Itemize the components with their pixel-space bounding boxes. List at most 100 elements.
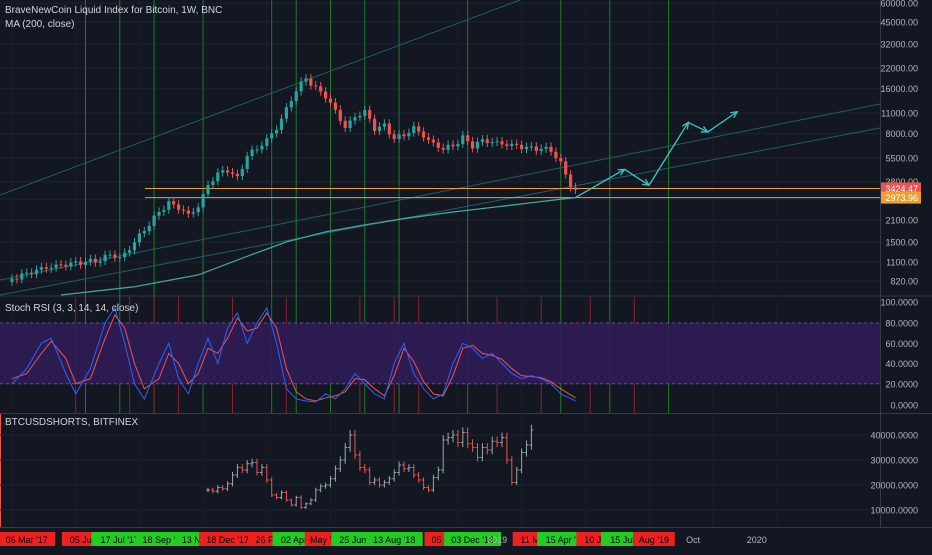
time-label-badge <box>0 532 56 546</box>
time-axis-label: 2019 <box>487 535 507 545</box>
candle <box>245 156 249 170</box>
candle <box>157 211 161 216</box>
candle <box>284 107 288 119</box>
candle <box>123 252 127 258</box>
candle <box>294 91 298 101</box>
candle <box>520 144 524 150</box>
axis-tick-label: 20000.0000 <box>870 481 918 491</box>
stoch-rsi-pane[interactable] <box>11 306 576 403</box>
candle <box>343 120 347 128</box>
price-tag <box>881 182 921 195</box>
main-chart-title: BraveNewCoin Liquid Index for Bitcoin, 1… <box>5 5 222 16</box>
time-axis-label: 03 Dec '18 <box>451 535 494 545</box>
time-axis-label: 02 Apr '18 <box>281 535 321 545</box>
axis-tick-label: 10000.0000 <box>870 506 918 516</box>
candle <box>255 149 259 151</box>
candle <box>88 258 92 262</box>
main-price-pane[interactable] <box>0 0 881 296</box>
stoch-d-line <box>11 311 576 402</box>
price-axes[interactable]: 820.001100.001500.002100.002900.003800.0… <box>870 0 921 516</box>
axis-tick-label: 11000.00 <box>881 108 918 118</box>
candle <box>534 146 538 151</box>
candle <box>417 126 421 132</box>
candle <box>319 86 323 92</box>
axis-tick-label: 40.0000 <box>885 359 918 369</box>
candle <box>196 207 200 213</box>
candle <box>544 146 548 149</box>
projection-arrow-segment <box>687 121 709 133</box>
candle <box>221 170 225 173</box>
axis-tick-label: 22000.00 <box>880 64 918 74</box>
candle <box>338 109 342 121</box>
candle <box>191 212 195 214</box>
shorts-pane[interactable] <box>206 424 534 509</box>
axis-tick-label: 3800.00 <box>885 177 918 187</box>
candle <box>304 78 308 82</box>
axis-tick-label: 100.0000 <box>880 298 918 308</box>
candle <box>573 187 578 191</box>
axis-tick-label: 1500.00 <box>885 237 918 247</box>
candle <box>216 172 220 182</box>
axis-tick-label: 1100.00 <box>886 257 918 267</box>
candle <box>328 98 333 103</box>
candle <box>177 204 181 210</box>
candle <box>377 126 382 132</box>
candle <box>475 141 480 149</box>
candle <box>392 134 396 139</box>
candle <box>397 134 401 139</box>
time-label-badge <box>91 532 149 546</box>
candle <box>402 134 406 137</box>
candle <box>480 139 484 142</box>
candle <box>30 272 34 275</box>
candle <box>539 148 543 151</box>
candle <box>230 172 235 174</box>
time-axis-label: 17 Jul '17 <box>101 535 139 545</box>
time-axis-label: 18 Dec '17 <box>206 535 249 545</box>
candle <box>201 194 205 208</box>
time-axis-label: 2020 <box>747 535 767 545</box>
trend-channel-upper <box>0 0 521 196</box>
candle <box>495 141 499 143</box>
candle <box>500 141 504 145</box>
time-axis-label: Oct <box>686 535 701 545</box>
candle <box>118 257 122 259</box>
candle <box>39 267 43 270</box>
candle <box>186 210 190 214</box>
candle <box>25 272 29 274</box>
candle <box>289 100 293 108</box>
candle <box>422 131 426 138</box>
price-tag <box>881 191 921 204</box>
stoch-k-line <box>11 306 576 403</box>
candle <box>569 174 573 188</box>
candle <box>20 273 24 280</box>
candle <box>524 146 529 150</box>
time-label-badge <box>444 532 502 546</box>
candle <box>132 242 137 251</box>
candle <box>529 146 533 148</box>
ma-indicator-label: MA (200, close) <box>5 19 74 30</box>
axis-tick-label: 30000.0000 <box>870 456 918 466</box>
time-label-badge <box>365 532 423 546</box>
axis-tick-label: 45000.00 <box>880 17 918 27</box>
candle <box>162 209 166 212</box>
candle <box>466 135 470 142</box>
candle <box>83 261 88 265</box>
time-axis-label: 15 Apr '19 <box>546 535 586 545</box>
projection-arrow-head <box>730 110 739 119</box>
time-axis-label: 15 Jul '19 <box>610 535 648 545</box>
candle <box>250 149 254 157</box>
time-axis-label: 13 Aug '18 <box>373 535 415 545</box>
candle <box>456 143 460 147</box>
axis-tick-label: 60000.00 <box>880 0 918 9</box>
time-axis-label: 05 Jun '17 <box>70 535 111 545</box>
candle <box>314 85 318 87</box>
candle <box>34 269 39 275</box>
candle <box>98 261 102 263</box>
axis-tick-label: 820.00 <box>890 276 918 286</box>
candle <box>461 135 465 144</box>
candle <box>181 209 186 211</box>
candle <box>549 146 553 152</box>
candle <box>147 226 151 232</box>
candle <box>59 264 63 266</box>
